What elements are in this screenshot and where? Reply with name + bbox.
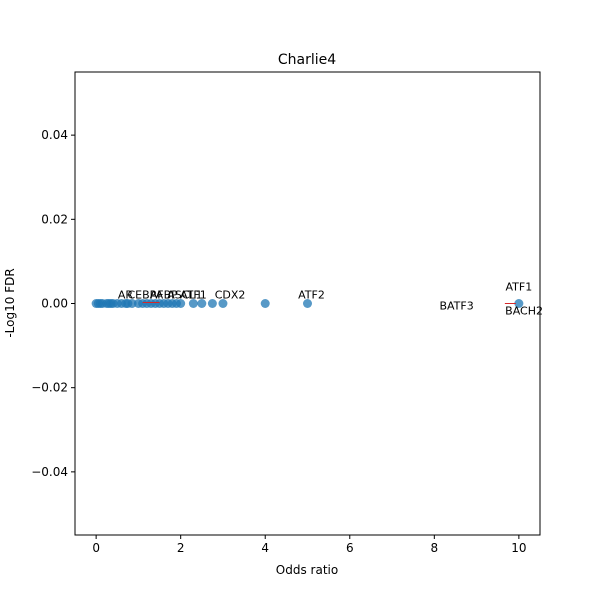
point-label: ATF1 xyxy=(506,281,533,294)
x-tick-label: 6 xyxy=(346,541,354,555)
x-tick-label: 0 xyxy=(92,541,100,555)
point-label: ATF2 xyxy=(298,289,325,302)
data-points xyxy=(91,299,524,308)
y-tick-label: −0.04 xyxy=(31,465,68,479)
x-axis-ticks: 0 2 4 6 8 10 xyxy=(92,535,527,555)
point-label: AFBP xyxy=(150,289,178,302)
x-tick-label: 4 xyxy=(261,541,269,555)
x-tick-label: 10 xyxy=(511,541,526,555)
data-point xyxy=(260,299,270,308)
data-point xyxy=(303,299,312,308)
x-tick-label: 2 xyxy=(177,541,185,555)
point-label: AR xyxy=(118,289,134,302)
data-point xyxy=(176,299,186,308)
y-tick-label: −0.02 xyxy=(31,381,68,395)
point-label: BACH2 xyxy=(505,305,543,318)
data-point xyxy=(188,299,198,308)
x-tick-label: 8 xyxy=(430,541,438,555)
data-point xyxy=(514,299,524,308)
data-point xyxy=(218,299,228,308)
y-tick-label: 0.04 xyxy=(41,128,68,142)
x-axis-label: Odds ratio xyxy=(276,563,338,577)
y-axis-label: -Log10 FDR xyxy=(3,268,17,337)
data-point xyxy=(207,299,217,308)
data-point xyxy=(197,299,207,308)
y-tick-label: 0.00 xyxy=(41,297,68,311)
point-label: ASCL1 xyxy=(167,289,202,302)
point-label: CEBPA xyxy=(127,289,163,302)
point-label: ATF1 xyxy=(180,289,207,302)
point-label: CDX2 xyxy=(215,289,246,302)
y-tick-label: 0.02 xyxy=(41,212,68,226)
y-axis-ticks: −0.04 −0.02 0.00 0.02 0.04 xyxy=(31,128,75,479)
point-label: BATF3 xyxy=(439,300,473,313)
data-point xyxy=(127,299,137,308)
chart-title: Charlie4 xyxy=(278,52,336,68)
